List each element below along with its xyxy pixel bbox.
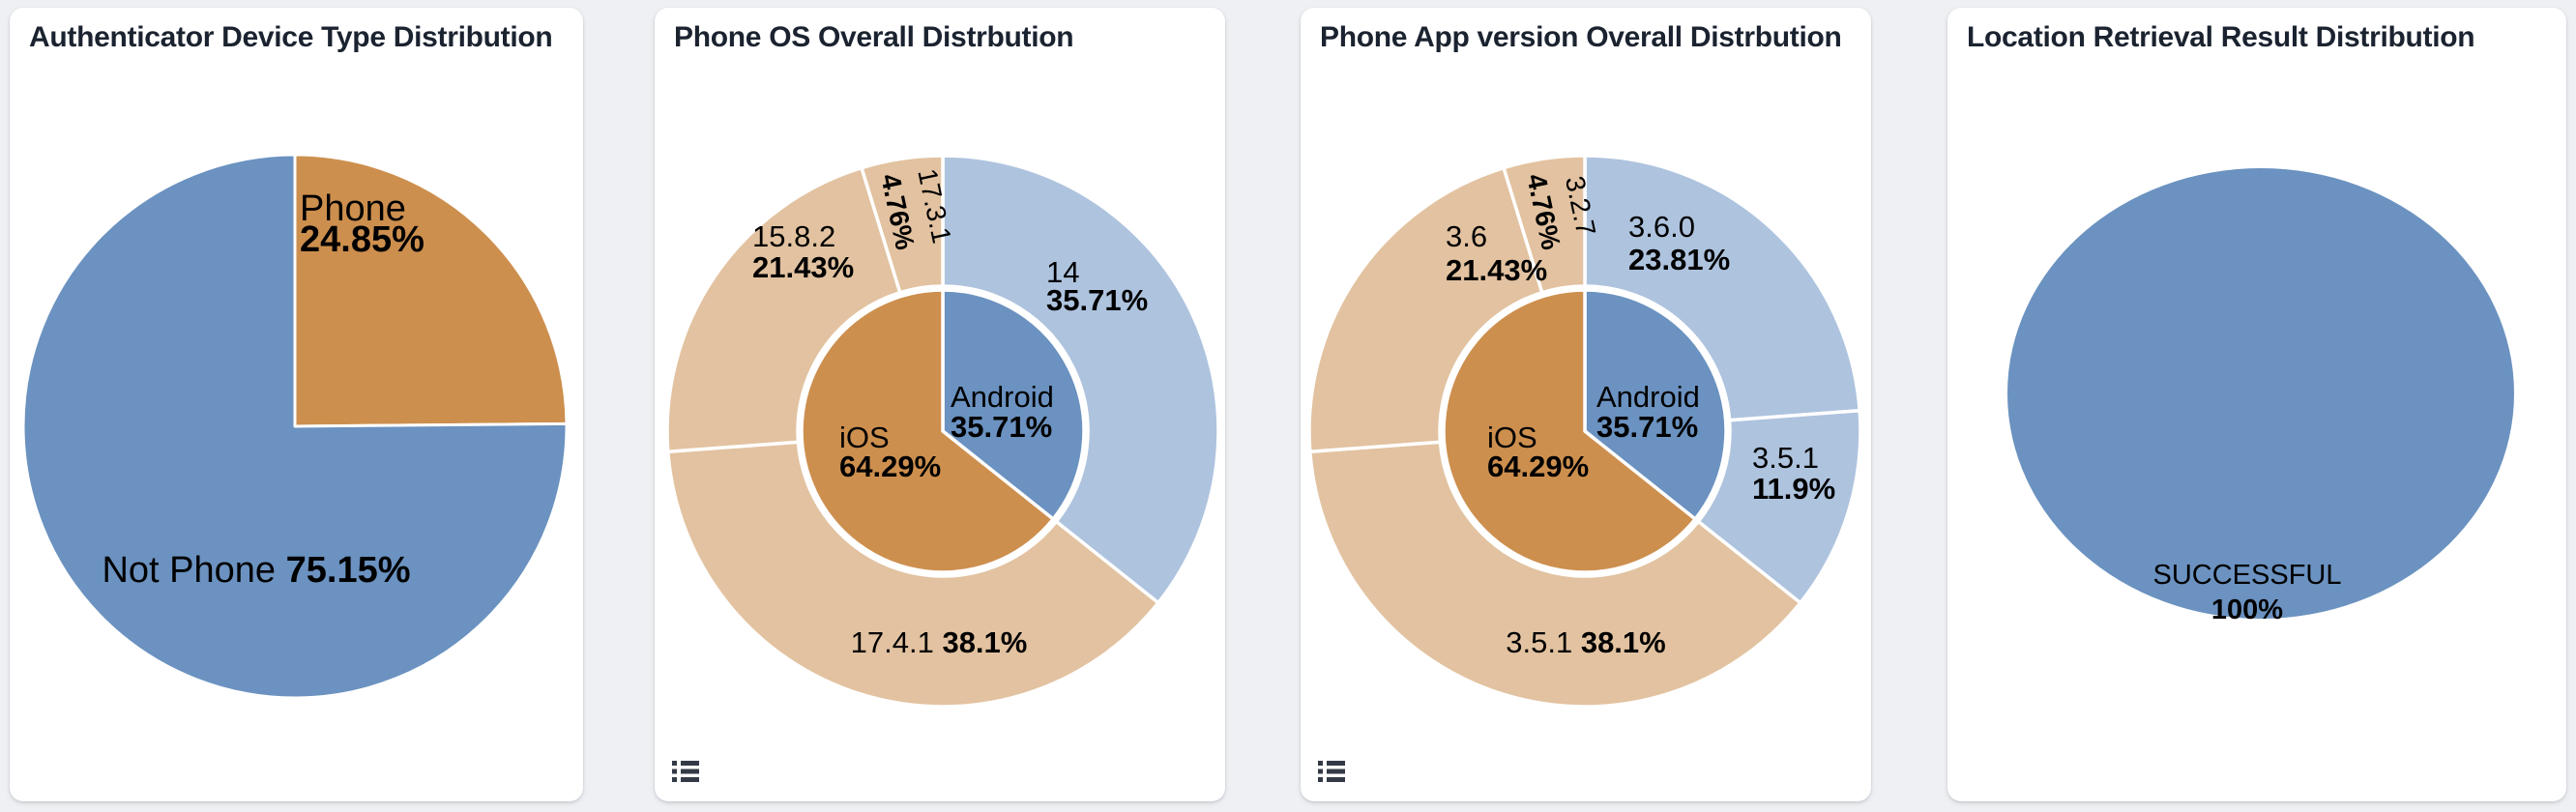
card-title: Authenticator Device Type Distribution	[29, 21, 553, 53]
authenticator-device-type-pie-chart[interactable]: Phone 24.85% Not Phone 75.15%	[10, 8, 583, 801]
slice-ios[interactable]	[800, 288, 1055, 574]
android-label: Android	[951, 380, 1054, 414]
ios-label: 64.29%	[839, 450, 941, 483]
slice-successful[interactable]	[2007, 168, 2514, 619]
slice-android[interactable]	[941, 288, 1086, 521]
ios-label: iOS	[1487, 420, 1537, 454]
slice-ios[interactable]	[1442, 288, 1697, 574]
card-authenticator-device-type: Authenticator Device Type Distribution P…	[10, 8, 583, 801]
card-title: Phone App version Overall Distrbution	[1320, 21, 1842, 53]
version-36-label: 21.43%	[1446, 253, 1547, 287]
successful-label: SUCCESSFUL	[2153, 560, 2342, 591]
phone-label: Phone	[300, 188, 406, 229]
phone-label: 24.85%	[300, 219, 424, 260]
version-14-label: 35.71%	[1046, 283, 1148, 317]
card-phone-os-distribution: Phone OS Overall Distrbution Android 35.7…	[655, 8, 1225, 801]
not-phone-label: Not Phone 75.15%	[102, 550, 410, 591]
ios-label: 64.29%	[1487, 450, 1589, 483]
slice-3-6[interactable]	[1307, 165, 1544, 454]
list-icon[interactable]	[1318, 760, 1345, 783]
card-location-retrieval-result: Location Retrieval Result Distribution S…	[1947, 8, 2566, 801]
successful-label: 100%	[2211, 594, 2283, 625]
version-1582-label: 21.43%	[752, 250, 854, 284]
location-retrieval-result-pie-chart[interactable]: SUCCESSFUL 100%	[1947, 8, 2566, 801]
version-360-label: 3.6.0	[1628, 210, 1695, 244]
slice-not-phone[interactable]	[21, 153, 569, 700]
card-title: Location Retrieval Result Distribution	[1967, 21, 2475, 53]
android-label: 35.71%	[951, 410, 1052, 444]
phone-os-sunburst-chart[interactable]: Android 35.71% iOS 64.29% 14 35.71% 17.4.1 38.…	[655, 8, 1225, 801]
slice-15-8-2[interactable]	[665, 165, 902, 454]
slice-3-2-7[interactable]	[1502, 154, 1587, 295]
card-phone-app-version-distribution: Phone App version Overall Distrbution An…	[1301, 8, 1871, 801]
slice-3-6-0[interactable]	[1583, 154, 1861, 422]
android-label: Android	[1596, 380, 1700, 414]
phone-app-version-sunburst-chart[interactable]: Android 35.71% iOS 64.29% 3.6.0 23.81% 3.5.1 11…	[1301, 8, 1871, 801]
version-36-label: 3.6	[1446, 219, 1487, 253]
slice-3-5-1[interactable]	[1308, 440, 1802, 709]
slice-phone[interactable]	[293, 153, 569, 428]
version-351-blue-label: 11.9%	[1752, 472, 1835, 506]
version-1582-label: 15.8.2	[752, 219, 835, 253]
list-icon[interactable]	[672, 760, 699, 783]
slice-17-3-1[interactable]	[860, 154, 945, 295]
slice-14[interactable]	[941, 154, 1220, 605]
slice-17-4-1[interactable]	[666, 440, 1160, 709]
android-label: 35.71%	[1596, 410, 1698, 444]
version-351-blue-label: 3.5.1	[1752, 441, 1819, 475]
slice-3-5-1[interactable]	[1696, 408, 1862, 605]
ios-label: iOS	[839, 420, 890, 454]
card-title: Phone OS Overall Distrbution	[674, 21, 1074, 53]
version-1741-label: 17.4.1 38.1%	[851, 625, 1028, 659]
version-360-label: 23.81%	[1628, 243, 1730, 276]
slice-android[interactable]	[1583, 288, 1728, 521]
version-351-tan-label: 3.5.1 38.1%	[1506, 625, 1665, 659]
version-14-label: 14	[1046, 255, 1079, 289]
